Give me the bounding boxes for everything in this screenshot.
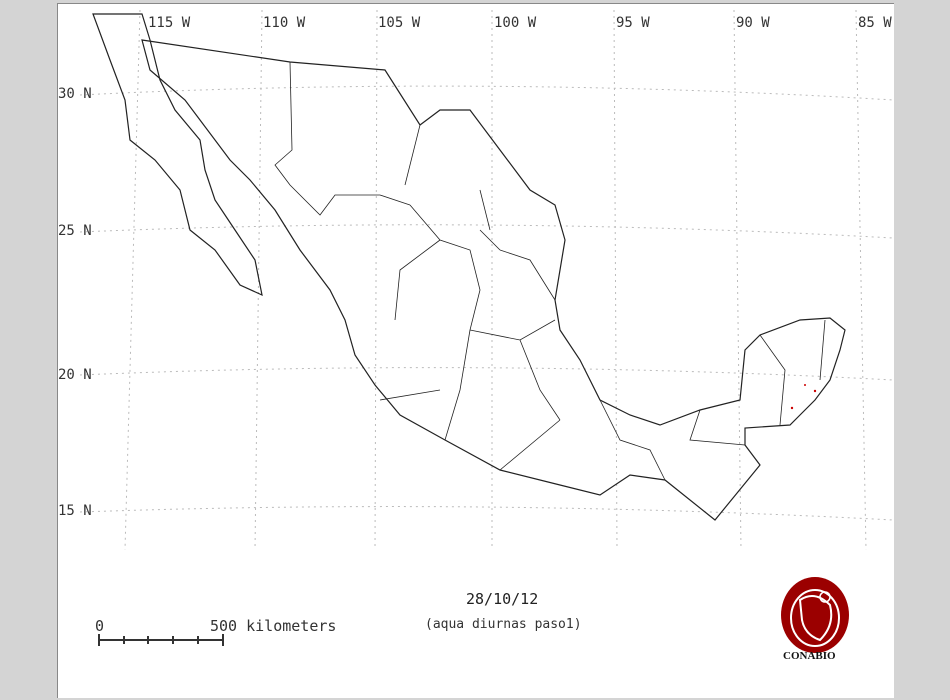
graticule [79,9,894,551]
map-subtitle: (aqua diurnas paso1) [425,617,582,632]
longitude-label: 110 W [263,15,306,31]
logo-text: CONABIO [783,650,836,662]
latitude-label: 25 N [58,223,92,239]
meridian-105 [374,9,378,551]
state-borders [274,61,826,481]
mexico-outline [92,13,846,521]
parallel-15 [79,506,894,521]
meridian-90 [733,9,742,551]
meridian-95 [613,9,618,551]
meridian-115 [124,9,141,551]
latitude-label: 20 N [58,367,92,383]
longitude-label: 115 W [148,15,191,31]
hotspots [790,384,817,410]
longitude-label: 85 W [858,15,892,31]
longitude-label: 100 W [494,15,537,31]
parallel-25 [79,224,894,239]
scale-start-label: 0 [95,617,105,635]
meridian-85 [855,9,867,551]
hotspot [790,406,794,410]
conabio-logo-icon [781,577,849,653]
baja-california-peninsula [92,13,263,297]
map-date: 28/10/12 [466,590,539,608]
scale-bar [98,634,224,646]
hotspot [804,384,806,386]
map-frame [57,3,894,698]
latitude-label: 30 N [58,86,92,102]
hotspot [813,389,817,393]
mainland-mexico [141,39,846,521]
parallel-30 [79,85,894,101]
longitude-label: 105 W [378,15,421,31]
longitude-label: 95 W [616,15,650,31]
scale-end-label: 500 kilometers [210,617,337,635]
parallel-20 [79,367,894,381]
longitude-label: 90 W [736,15,770,31]
latitude-label: 15 N [58,503,92,519]
